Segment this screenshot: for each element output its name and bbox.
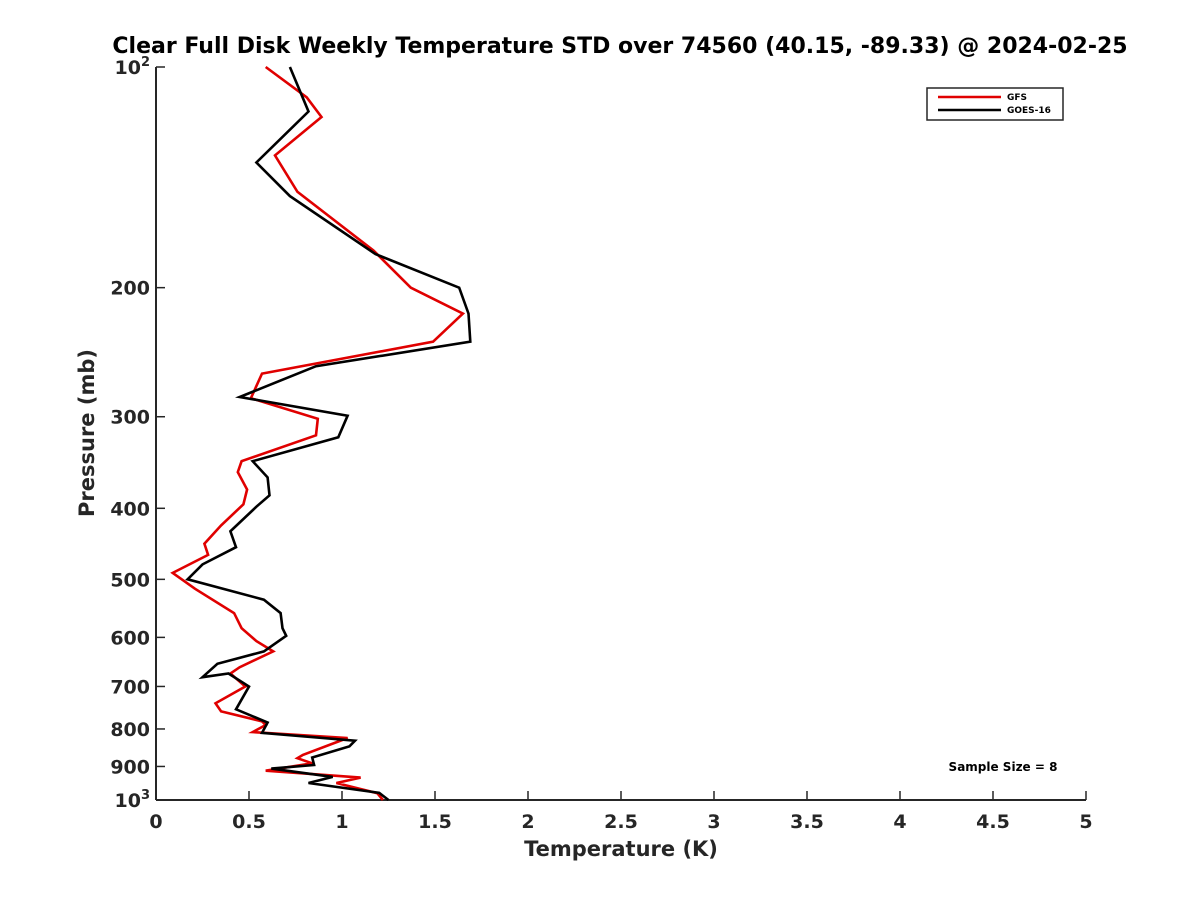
series-line-goes-16 [185,66,472,802]
series-layer [170,65,472,802]
x-tick-label: 4 [893,811,906,833]
legend-label-gfs: GFS [1007,93,1027,103]
series-line-gfs [170,65,466,801]
y-tick-label: 600 [110,627,150,649]
x-tick-label: 5 [1079,811,1092,833]
x-tick-label: 2.5 [604,811,638,833]
x-tick-label: 3 [707,811,720,833]
y-axis-label: Pressure (mb) [75,349,99,517]
y-tick-label: 700 [110,676,150,698]
y-tick-label: 103 [115,788,151,812]
x-tick-label: 1 [335,811,348,833]
y-tick-label: 800 [110,719,150,741]
legend: GFS GOES-16 [926,87,1064,121]
y-tick-label: 500 [110,569,150,591]
y-tick-label: 200 [110,278,150,300]
x-tick-label: 2 [521,811,534,833]
x-tick-label: 3.5 [790,811,824,833]
sample-size-annotation: Sample Size = 8 [949,760,1058,774]
x-axis-label: Temperature (K) [524,837,718,861]
x-tick-label: 0 [149,811,162,833]
y-ticks: 102 200 300 400 500 600 700 800 900 103 [110,55,165,812]
y-tick-label: 102 [115,55,151,79]
chart-title: Clear Full Disk Weekly Temperature STD o… [112,34,1127,59]
x-tick-label: 1.5 [418,811,452,833]
x-tick-label: 0.5 [232,811,266,833]
legend-box [926,87,1064,121]
x-ticks: 0 0.5 1 1.5 2 2.5 3 3.5 4 4.5 5 [149,791,1093,833]
x-tick-label: 4.5 [976,811,1010,833]
y-tick-label: 400 [110,498,150,520]
legend-label-goes-16: GOES-16 [1007,106,1051,116]
y-tick-label: 300 [110,407,150,429]
y-tick-label: 900 [110,756,150,778]
